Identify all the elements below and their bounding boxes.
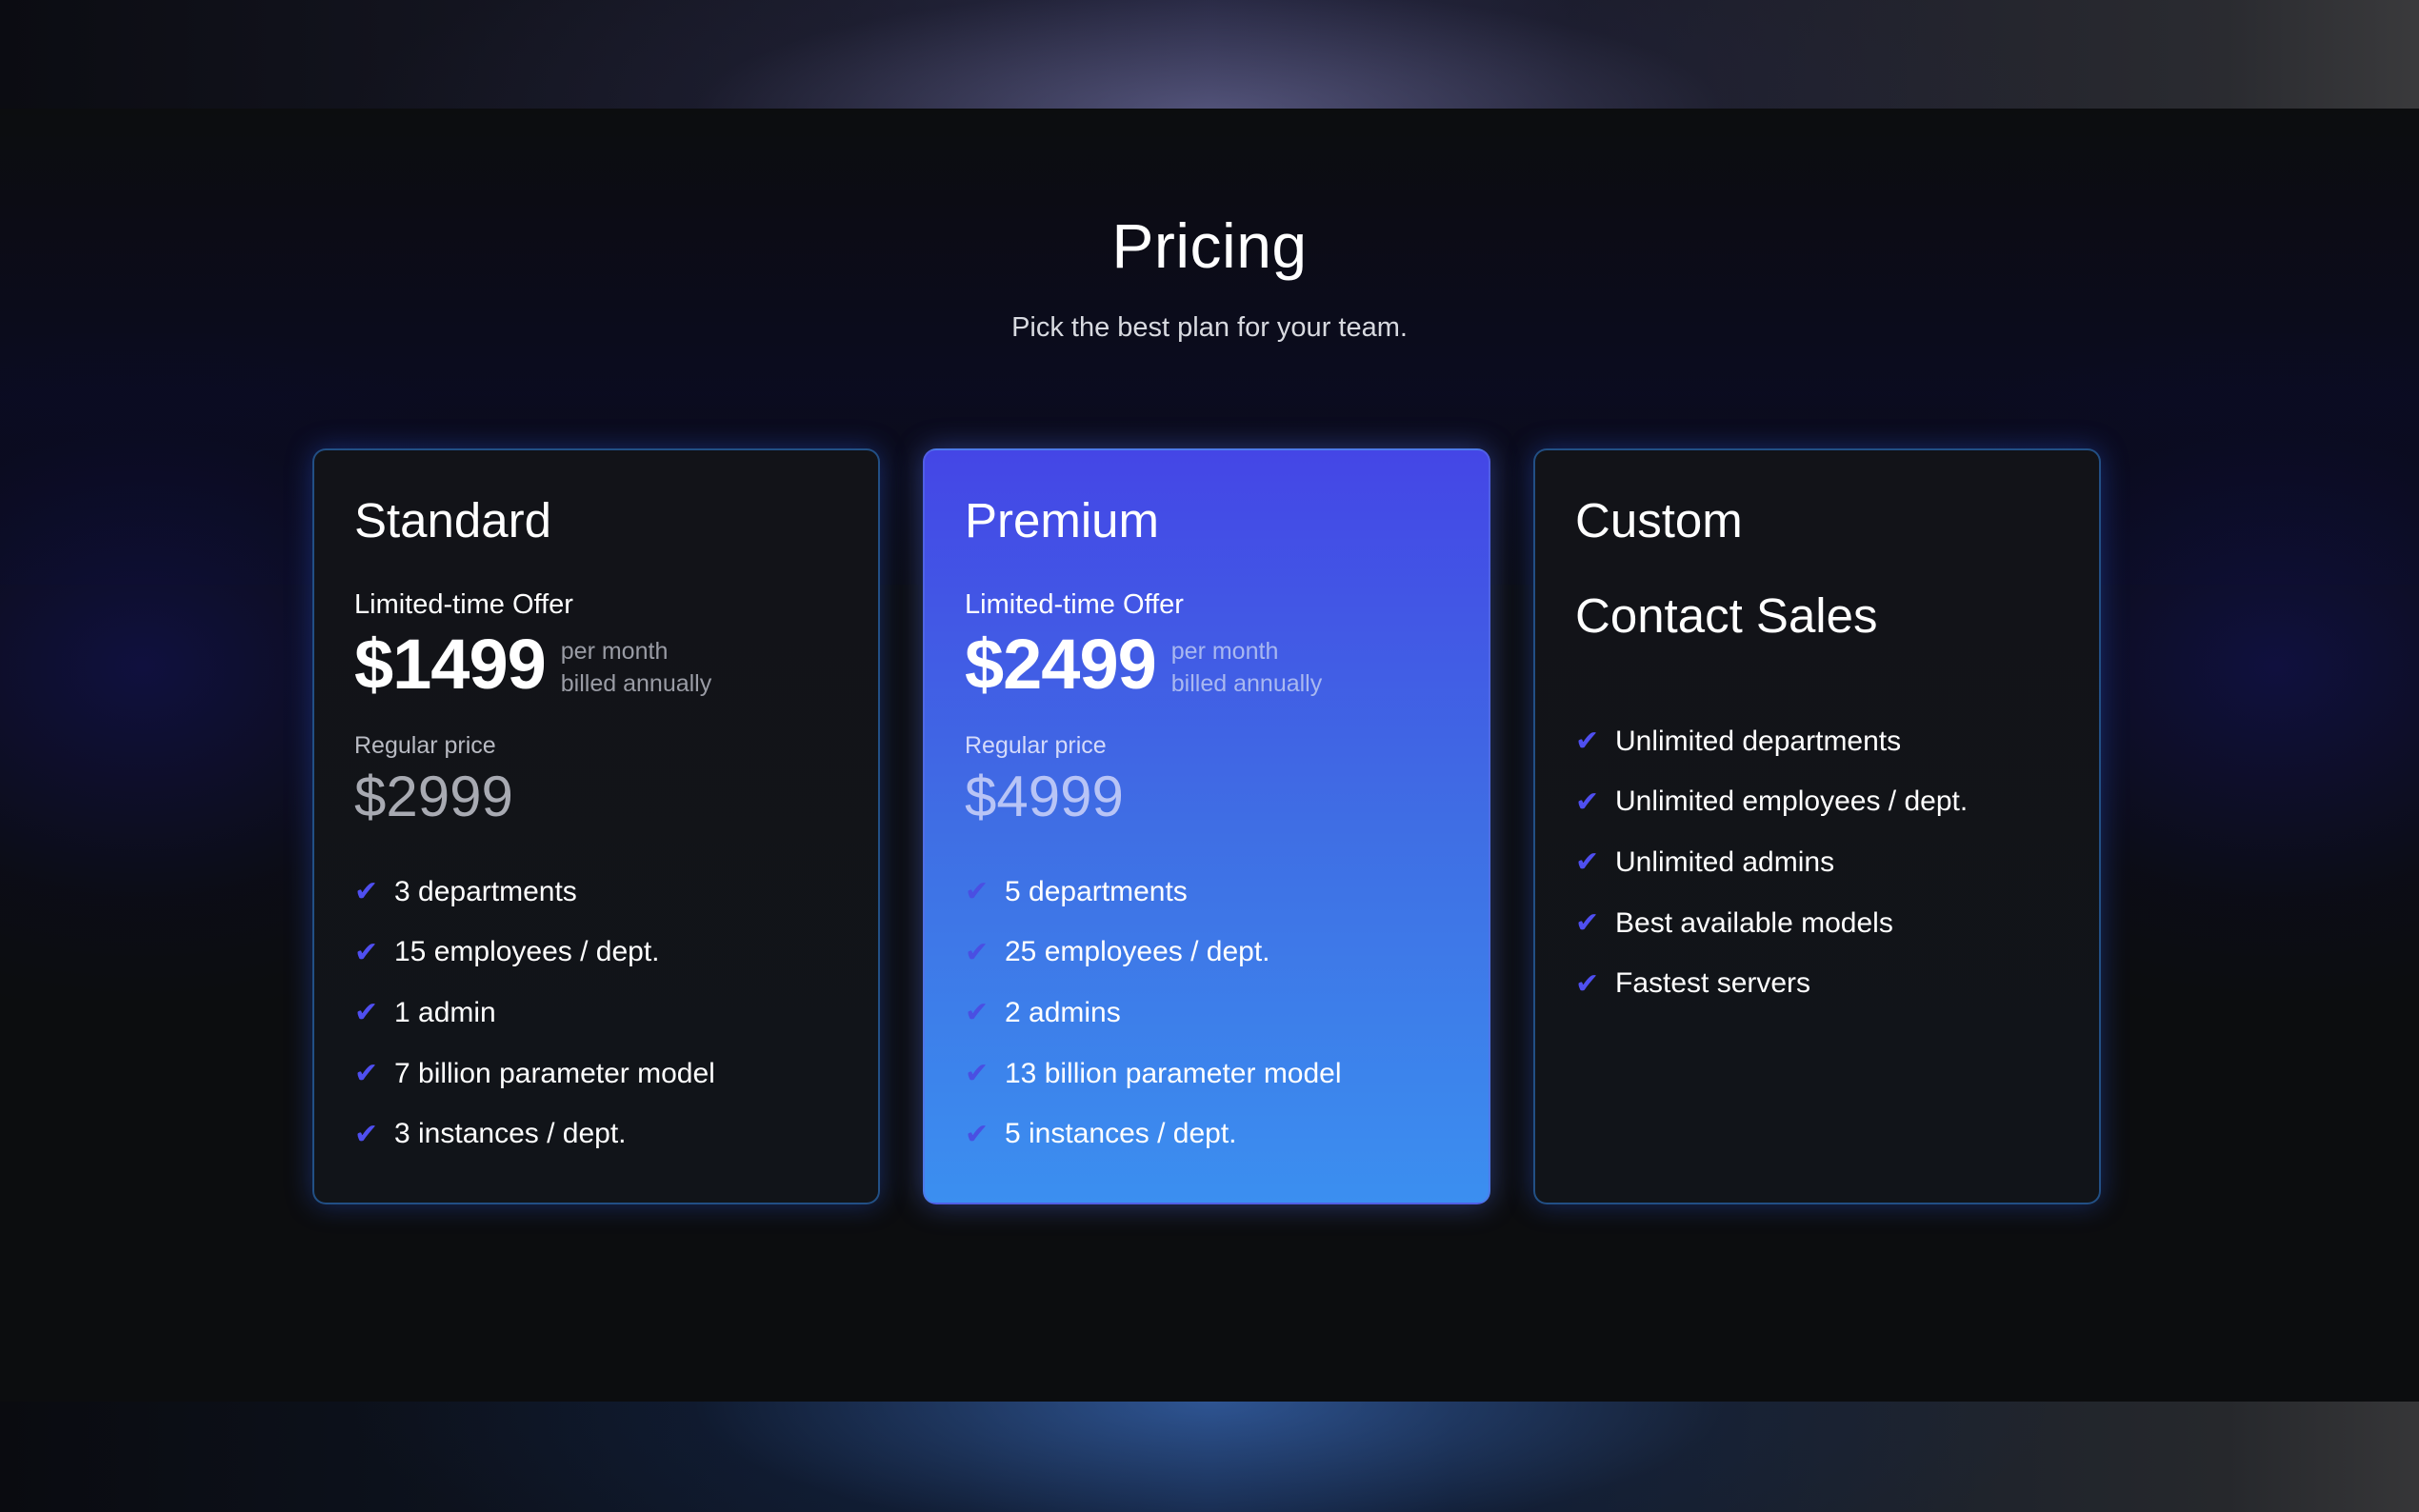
feature-list: ✔ Unlimited departments ✔ Unlimited employ… (1575, 711, 1968, 1014)
price-note: per month billed annually (1171, 635, 1322, 700)
list-item: ✔ Unlimited employees / dept. (1575, 772, 1968, 833)
feature-text: 15 employees / dept. (394, 936, 660, 968)
feature-text: 1 admin (394, 996, 496, 1028)
check-icon: ✔ (965, 997, 990, 1029)
list-item: ✔ 3 departments (354, 862, 715, 923)
feature-text: Unlimited departments (1615, 725, 1902, 757)
feature-text: 7 billion parameter model (394, 1057, 715, 1089)
list-item: ✔ 5 departments (965, 862, 1342, 923)
price-note-billing: billed annually (1170, 670, 1323, 697)
feature-text: 5 instances / dept. (1005, 1118, 1237, 1150)
check-icon: ✔ (354, 997, 379, 1029)
feature-text: Unlimited admins (1615, 846, 1835, 878)
regular-price: $4999 (965, 765, 1124, 828)
feature-text: Best available models (1615, 906, 1893, 939)
plan-name: Custom (1575, 493, 1743, 547)
feature-text: Unlimited employees / dept. (1615, 786, 1969, 818)
feature-text: 5 departments (1005, 875, 1188, 907)
feature-text: 3 departments (394, 875, 577, 907)
offer-price: $2499 (965, 625, 1157, 704)
feature-text: 25 employees / dept. (1005, 936, 1270, 968)
list-item: ✔ 25 employees / dept. (965, 923, 1342, 984)
feature-list: ✔ 5 departments ✔ 25 employees / dept. ✔ 2 … (965, 862, 1342, 1164)
price-note-period: per month (560, 638, 669, 665)
check-icon: ✔ (1575, 846, 1600, 879)
feature-text: 13 billion parameter model (1005, 1057, 1342, 1089)
list-item: ✔ 7 billion parameter model (354, 1044, 715, 1104)
check-icon: ✔ (1575, 907, 1600, 940)
bottom-gradient-band (0, 1402, 2419, 1512)
check-icon: ✔ (354, 936, 379, 968)
list-item: ✔ 2 admins (965, 983, 1342, 1044)
check-icon: ✔ (1575, 726, 1600, 758)
price-note-period: per month (1170, 638, 1279, 665)
price-row: $1499 per month billed annually (354, 629, 711, 700)
top-gradient-band (0, 0, 2419, 109)
check-icon: ✔ (354, 876, 379, 908)
list-item: ✔ 13 billion parameter model (965, 1044, 1342, 1104)
list-item: ✔ 3 instances / dept. (354, 1104, 715, 1164)
page-subtitle: Pick the best plan for your team. (1011, 312, 1408, 343)
list-item: ✔ Unlimited departments (1575, 711, 1968, 772)
check-icon: ✔ (965, 876, 990, 908)
price-row: $2499 per month billed annually (965, 629, 1322, 700)
list-item: ✔ Best available models (1575, 893, 1968, 954)
regular-price-label: Regular price (354, 732, 496, 759)
page-title: Pricing (1111, 210, 1308, 281)
feature-text: Fastest servers (1615, 967, 1811, 1000)
list-item: ✔ 5 instances / dept. (965, 1104, 1342, 1164)
feature-list: ✔ 3 departments ✔ 15 employees / dept. ✔ 1 … (354, 862, 715, 1164)
check-icon: ✔ (965, 936, 990, 968)
check-icon: ✔ (965, 1058, 990, 1090)
plan-name: Premium (965, 493, 1160, 547)
check-icon: ✔ (354, 1118, 379, 1150)
check-icon: ✔ (965, 1118, 990, 1150)
plan-card-custom[interactable]: Custom Contact Sales ✔ Unlimited departme… (1533, 448, 2101, 1204)
list-item: ✔ Fastest servers (1575, 953, 1968, 1014)
price-note-billing: billed annually (560, 670, 712, 697)
list-item: ✔ 1 admin (354, 983, 715, 1044)
regular-price-label: Regular price (965, 732, 1107, 759)
plan-name: Standard (354, 493, 551, 547)
plan-card-premium[interactable]: Premium Limited-time Offer $2499 per mon… (923, 448, 1490, 1204)
offer-label: Limited-time Offer (354, 589, 573, 620)
check-icon: ✔ (1575, 786, 1600, 818)
contact-sales-link[interactable]: Contact Sales (1575, 588, 1878, 643)
offer-label: Limited-time Offer (965, 589, 1184, 620)
list-item: ✔ 15 employees / dept. (354, 923, 715, 984)
regular-price: $2999 (354, 765, 513, 828)
check-icon: ✔ (1575, 967, 1600, 1000)
plan-card-standard[interactable]: Standard Limited-time Offer $1499 per mo… (312, 448, 880, 1204)
offer-price: $1499 (354, 625, 547, 704)
feature-text: 3 instances / dept. (394, 1118, 627, 1150)
check-icon: ✔ (354, 1058, 379, 1090)
price-note: per month billed annually (561, 635, 711, 700)
feature-text: 2 admins (1005, 996, 1121, 1028)
list-item: ✔ Unlimited admins (1575, 832, 1968, 893)
